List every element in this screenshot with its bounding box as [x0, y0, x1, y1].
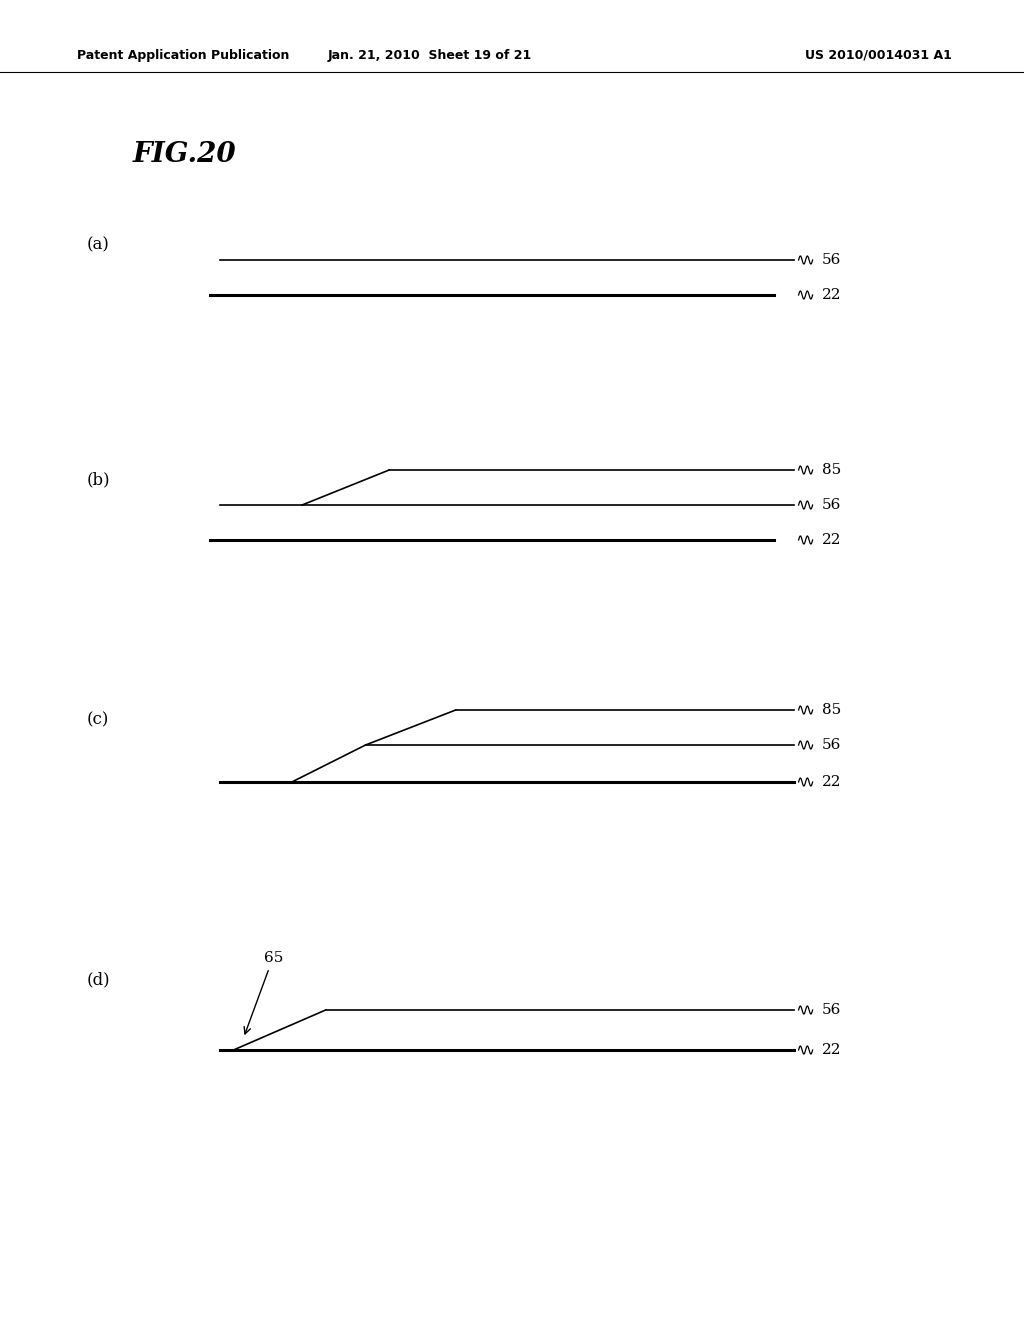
Text: 22: 22: [821, 533, 841, 546]
Text: FIG.20: FIG.20: [133, 141, 237, 169]
Text: (d): (d): [87, 972, 111, 989]
Text: (c): (c): [87, 711, 110, 729]
Text: 65: 65: [264, 950, 284, 965]
Text: 56: 56: [821, 498, 841, 512]
Text: 22: 22: [821, 288, 841, 302]
Text: US 2010/0014031 A1: US 2010/0014031 A1: [806, 49, 952, 62]
Text: Jan. 21, 2010  Sheet 19 of 21: Jan. 21, 2010 Sheet 19 of 21: [328, 49, 532, 62]
Text: 85: 85: [821, 704, 841, 717]
Text: 56: 56: [821, 1003, 841, 1016]
Text: (b): (b): [87, 471, 111, 488]
Text: 22: 22: [821, 1043, 841, 1057]
Text: 56: 56: [821, 738, 841, 752]
Text: Patent Application Publication: Patent Application Publication: [77, 49, 289, 62]
Text: 85: 85: [821, 463, 841, 477]
Text: (a): (a): [87, 236, 110, 253]
Text: 56: 56: [821, 253, 841, 267]
Text: 22: 22: [821, 775, 841, 789]
